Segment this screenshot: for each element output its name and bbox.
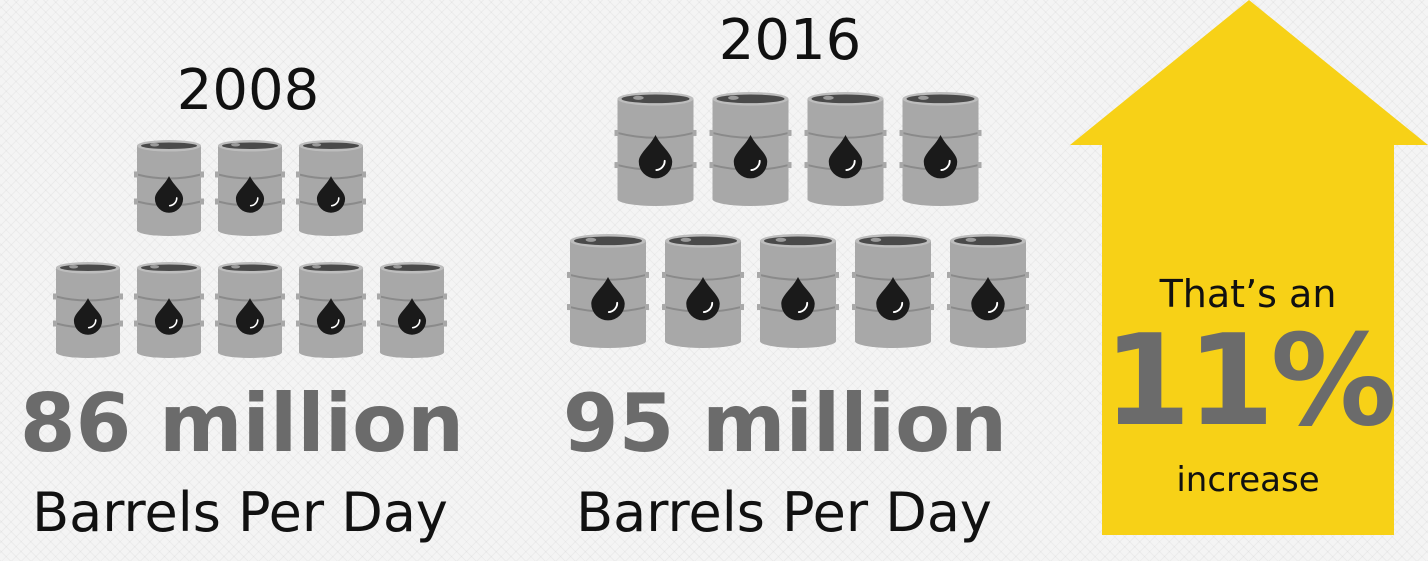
oil-barrel-icon xyxy=(757,234,839,348)
oil-barrel-icon xyxy=(852,234,934,348)
oil-barrel-icon xyxy=(53,262,123,358)
oil-drop-icon xyxy=(733,134,768,179)
oil-barrel-icon xyxy=(804,92,887,206)
unit-label: Barrels Per Day xyxy=(32,481,448,544)
oil-barrel-icon xyxy=(215,262,285,358)
oil-drop-icon xyxy=(73,298,103,335)
oil-drop-icon xyxy=(154,176,184,213)
oil-barrel-icon xyxy=(709,92,792,206)
oil-drop-icon xyxy=(686,276,720,321)
oil-barrel-icon xyxy=(215,140,285,237)
oil-barrel-icon xyxy=(947,234,1029,348)
barrel-group xyxy=(53,140,447,358)
callout-prefix: That’s an xyxy=(1159,272,1337,316)
oil-barrel-icon xyxy=(296,262,366,358)
unit-label: Barrels Per Day xyxy=(576,481,992,544)
callout-suffix: increase xyxy=(1176,460,1320,500)
oil-barrel-icon xyxy=(614,92,697,206)
amount-value: 95 million xyxy=(562,377,1008,470)
oil-drop-icon xyxy=(828,134,863,179)
year-label: 2016 xyxy=(718,8,862,73)
oil-drop-icon xyxy=(591,276,625,321)
year-label: 2008 xyxy=(176,58,320,123)
oil-drop-icon xyxy=(235,176,265,213)
oil-barrel-icon xyxy=(134,262,204,358)
oil-drop-icon xyxy=(971,276,1005,321)
oil-drop-icon xyxy=(638,134,673,179)
oil-barrel-icon xyxy=(567,234,649,348)
oil-drop-icon xyxy=(154,298,184,335)
oil-drop-icon xyxy=(235,298,265,335)
oil-drop-icon xyxy=(781,276,815,321)
oil-barrel-icon xyxy=(296,140,366,237)
callout-percent: 11% xyxy=(1103,307,1397,454)
oil-barrel-icon xyxy=(899,92,982,206)
up-arrow-icon xyxy=(1070,0,1428,535)
oil-drop-icon xyxy=(316,176,346,213)
oil-barrel-icon xyxy=(134,140,204,237)
amount-value: 86 million xyxy=(19,377,465,470)
oil-drop-icon xyxy=(876,276,910,321)
oil-drop-icon xyxy=(397,298,427,335)
barrel-group xyxy=(567,92,1029,348)
oil-barrel-icon xyxy=(377,262,447,358)
oil-drop-icon xyxy=(923,134,958,179)
oil-drop-icon xyxy=(316,298,346,335)
oil-barrel-icon xyxy=(662,234,744,348)
